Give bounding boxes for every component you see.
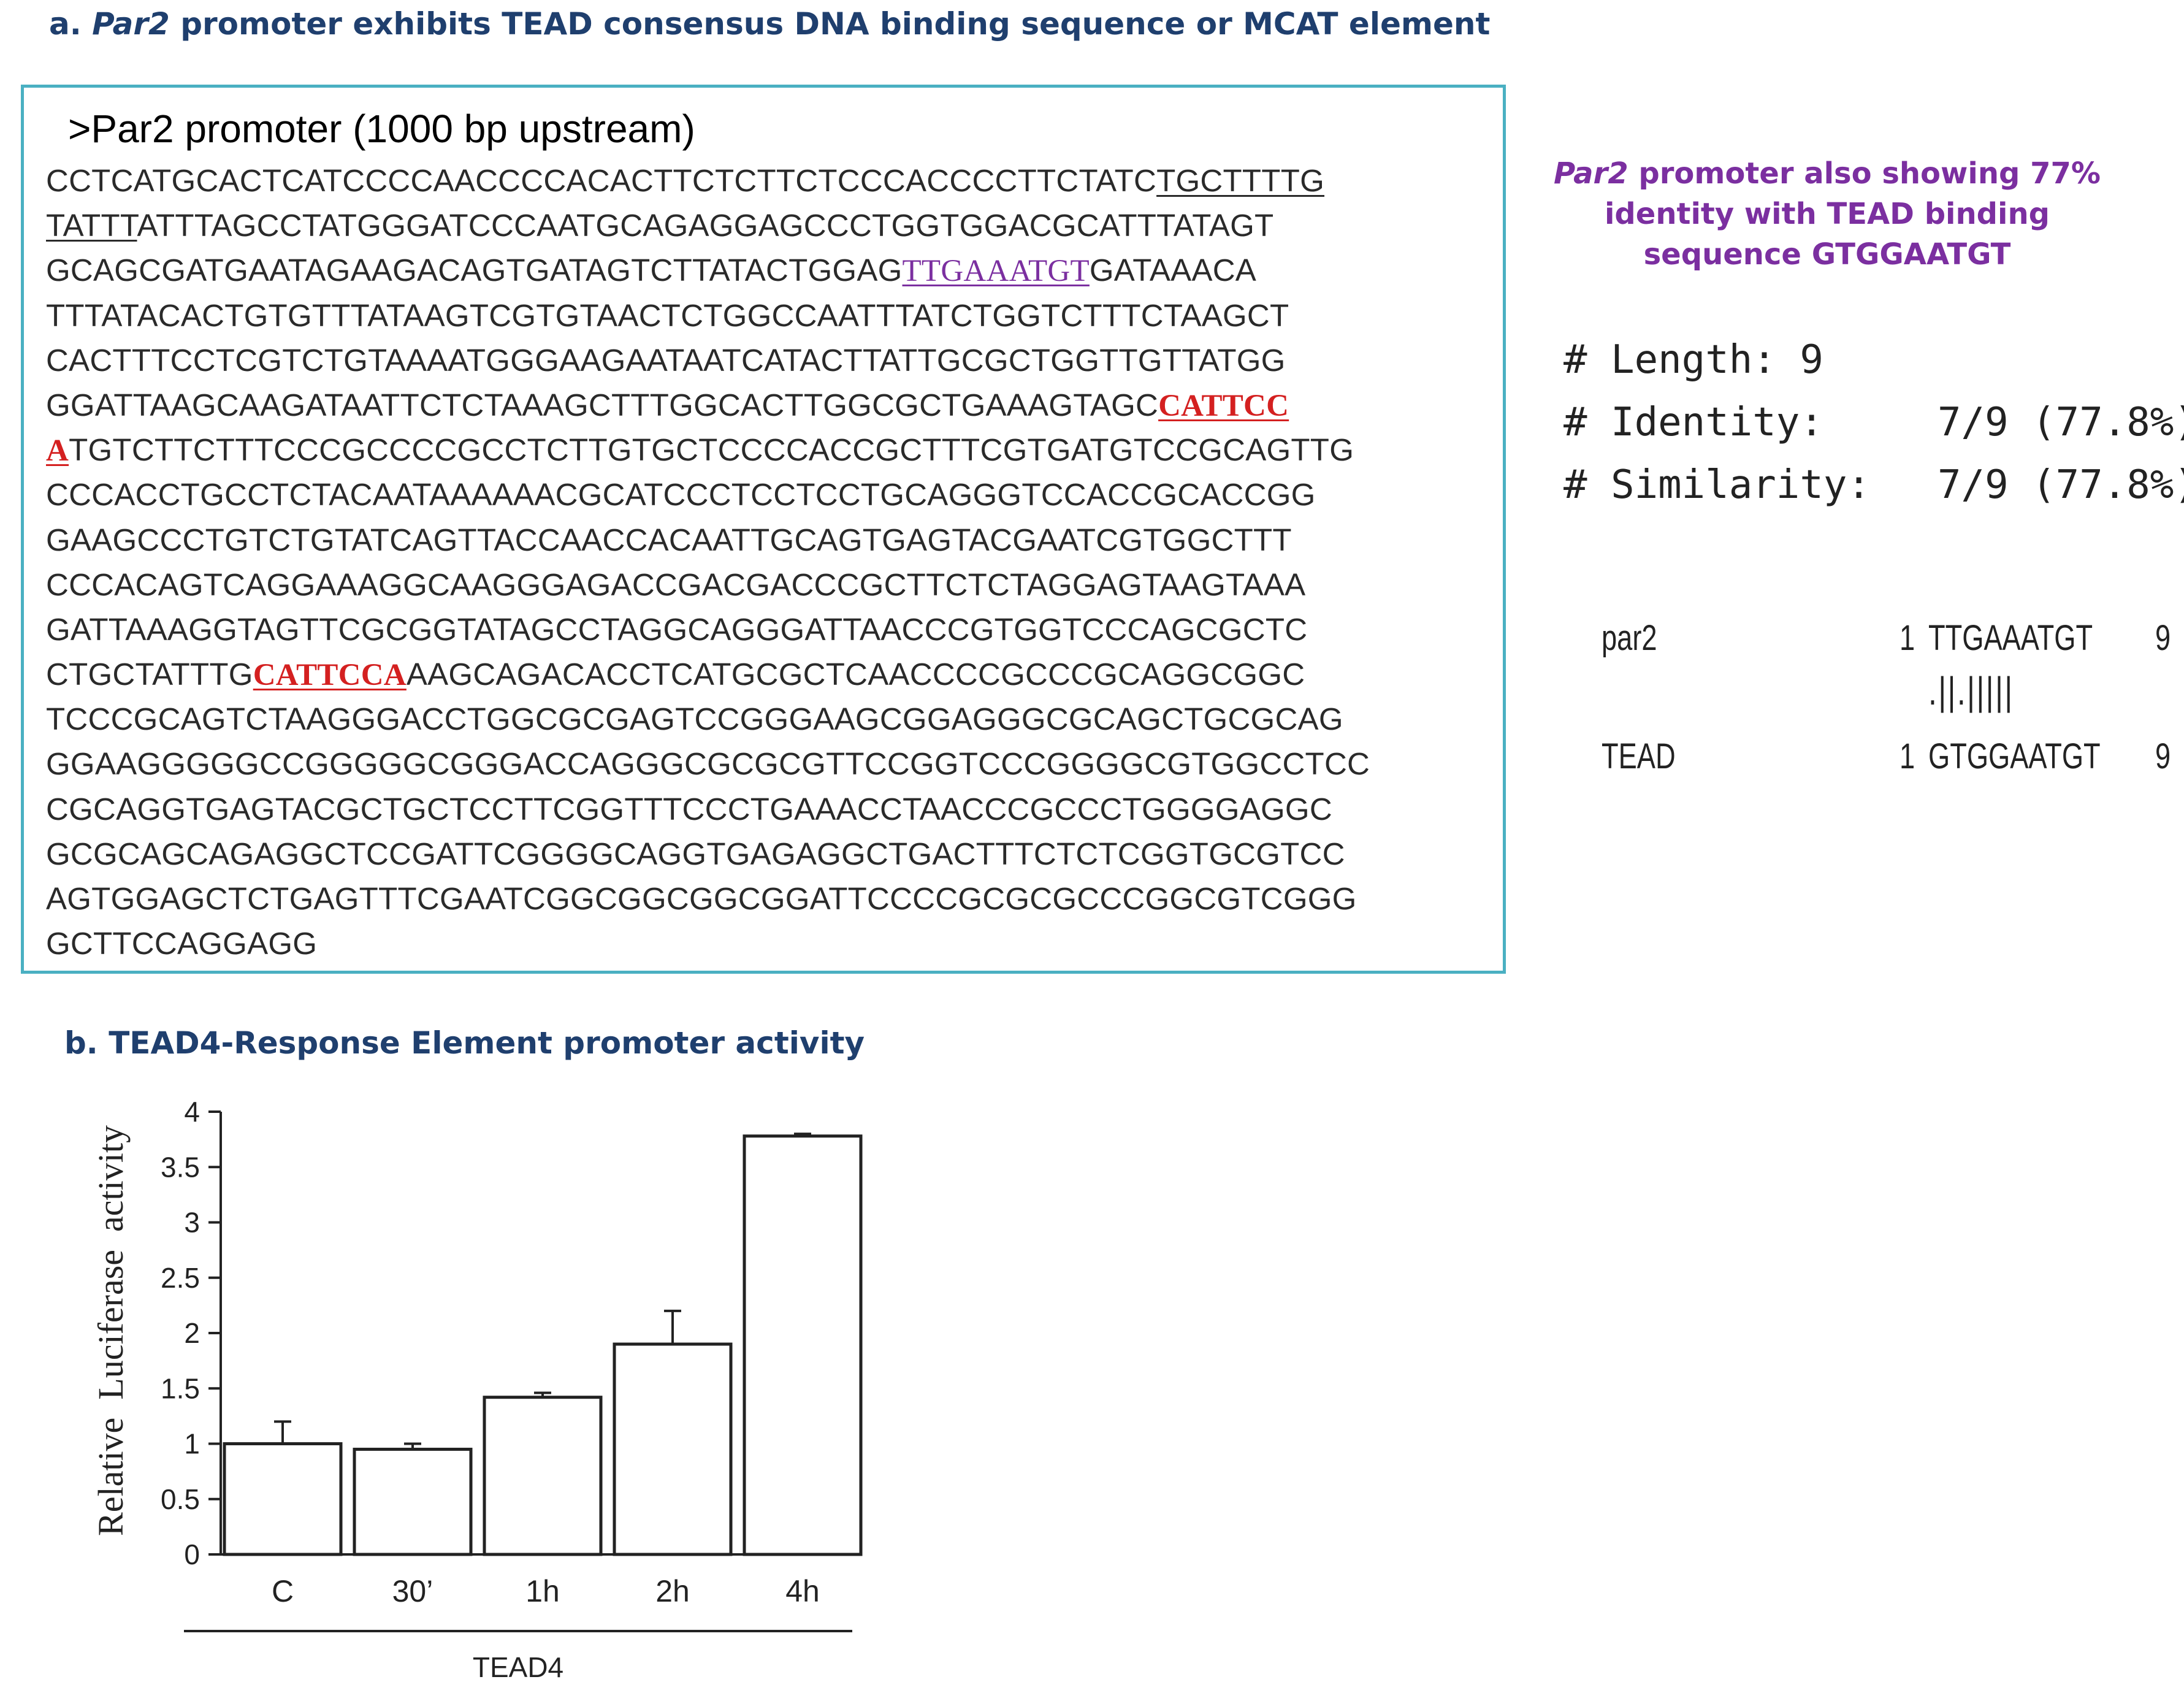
x-category-label: C [272, 1574, 294, 1608]
identity-note-line1: promoter also showing 77% [1638, 156, 2101, 191]
mcat-element: A [46, 434, 69, 468]
mcat-element: CATTCC [1158, 388, 1289, 423]
stat-identity-value: 7/9 (77.8%) [1938, 400, 2184, 445]
bar [613, 1342, 733, 1556]
y-tick-label: 2.5 [161, 1262, 200, 1294]
sequence-segment: TCCCGCAGTCTAAGGGACCTGGCGCGAGTCCGGGAAGCGG… [46, 701, 1343, 737]
bar [743, 1134, 863, 1556]
sequence-segment: CACTTTCCTCGTCTGTAAAATGGGAAGAATAATCATACTT… [46, 342, 1286, 378]
sequence-line: TCCCGCAGTCTAAGGGACCTGGCGCGAGTCCGGGAAGCGG… [46, 697, 1370, 741]
identity-note-line2: identity with TEAD binding [1604, 197, 2050, 231]
group-label: TEAD4 [473, 1651, 563, 1683]
align-match-line: .||.||||| [1928, 669, 2014, 713]
sequence-segment: GGAAGGGGGCCGGGGGCGGGACCAGGGCGCGCGTTCCGGT… [46, 746, 1370, 782]
promoter-sequence-box: >Par2 promoter (1000 bp upstream) CCTCAT… [21, 85, 1506, 974]
sequence-line: GCGCAGCAGAGGCTCCGATTCGGGGCAGGTGAGAGGCTGA… [46, 831, 1370, 876]
stat-similarity-value: 7/9 (77.8%) [1938, 462, 2184, 508]
bar [223, 1442, 343, 1556]
panel-b-heading: b. TEAD4-Response Element promoter activ… [64, 1025, 865, 1061]
sequence-segment: GGATTAAGCAAGATAATTCTCTAAAGCTTTGGCACTTGGC… [46, 387, 1159, 422]
underlined-sequence: TGCTTTTG [1156, 163, 1325, 198]
panel-a-heading: a. Par2 promoter exhibits TEAD consensus… [49, 6, 1490, 42]
sequence-segment: GCGCAGCAGAGGCTCCGATTCGGGGCAGGTGAGAGGCTGA… [46, 836, 1345, 871]
sequence-segment: GATAAACA [1089, 253, 1257, 288]
sequence-segment: CCCACAGTCAGGAAAGGCAAGGGAGACCGACGACCCGCTT… [46, 567, 1306, 602]
sequence-line: GATTAAAGGTAGTTCGCGGTATAGCCTAGGCAGGGATTAA… [46, 607, 1370, 652]
sequence-segment: CGCAGGTGAGTACGCTGCTCCTTCGGTTTCCCTGAAACCT… [46, 791, 1332, 827]
sequence-line: GAAGCCCTGTCTGTATCAGTTACCAACCACAATTGCAGTG… [46, 518, 1370, 562]
sequence-lines: CCTCATGCACTCATCCCCAACCCCACACTTCTCTTCTCCC… [46, 158, 1370, 966]
stat-similarity-label: # Similarity: [1564, 462, 1871, 508]
align-seq1-end: 9 [2155, 618, 2171, 658]
mcat-element: CATTCCA [253, 658, 407, 693]
underlined-sequence: TATTT [46, 208, 137, 243]
sequence-line: TATTTATTTAGCCTATGGGATCCCAATGCAGAGGAGCCCT… [46, 203, 1370, 248]
y-tick-label: 1 [184, 1428, 200, 1460]
sequence-segment: CTGCTATTTG [46, 657, 253, 692]
identity-note-gene: Par2 [1554, 156, 1628, 191]
sequence-header: >Par2 promoter (1000 bp upstream) [68, 107, 695, 151]
align-seq2-name: TEAD [1602, 736, 1676, 776]
sequence-line: CCCACCTGCCTCTACAATAAAAAACGCATCCCTCCTCCTG… [46, 472, 1370, 517]
align-seq2-end: 9 [2155, 736, 2171, 776]
x-category-label: 1h [525, 1574, 560, 1608]
x-category-label: 2h [655, 1574, 690, 1608]
sequence-segment: CCTCATGCACTCATCCCCAACCCCACACTTCTCTTCTCCC… [46, 163, 1157, 198]
sequence-line: CTGCTATTTGCATTCCAAAGCAGACACCTCATGCGCTCAA… [46, 652, 1370, 697]
y-tick-label: 0 [184, 1538, 200, 1570]
align-seq1-name: par2 [1602, 618, 1657, 658]
sequence-segment: GATTAAAGGTAGTTCGCGGTATAGCCTAGGCAGGGATTAA… [46, 611, 1308, 647]
align-seq2-start: 1 [1900, 736, 1915, 776]
y-tick-label: 2 [184, 1317, 200, 1349]
sequence-segment: AGTGGAGCTCTGAGTTTCGAATCGGCGGCGGCGGATTCCC… [46, 881, 1357, 916]
bar [353, 1448, 473, 1556]
sequence-segment: TGTCTTCTTTCCCGCCCCGCCTCTTGTGCTCCCCACCGCT… [69, 432, 1354, 468]
sequence-line: GCAGCGATGAATAGAAGACAGTGATAGTCTTATACTGGAG… [46, 248, 1370, 292]
stat-identity-label: # Identity: [1564, 400, 1823, 445]
identity-note: Par2 promoter also showing 77% identity … [1533, 153, 2121, 275]
sequence-line: CCTCATGCACTCATCCCCAACCCCACACTTCTCTTCTCCC… [46, 158, 1370, 203]
sequence-segment: GCAGCGATGAATAGAAGACAGTGATAGTCTTATACTGGAG [46, 253, 903, 288]
sequence-line: GGATTAAGCAAGATAATTCTCTAAAGCTTTGGCACTTGGC… [46, 383, 1370, 427]
align-seq2: GTGGAATGT [1928, 736, 2101, 776]
bar [483, 1396, 603, 1556]
y-tick-label: 4 [184, 1096, 200, 1128]
sequence-line: GCTTCCAGGAGG [46, 921, 1370, 966]
sequence-line: GGAAGGGGGCCGGGGGCGGGACCAGGGCGCGCGTTCCGGT… [46, 741, 1370, 786]
tead-binding-site: TTGAAATGT [902, 254, 1090, 289]
align-seq1: TTGAAATGT [1928, 618, 2093, 658]
identity-note-line3: sequence GTGGAATGT [1643, 237, 2011, 272]
sequence-line: CGCAGGTGAGTACGCTGCTCCTTCGGTTTCCCTGAAACCT… [46, 787, 1370, 831]
align-seq1-start: 1 [1900, 618, 1915, 658]
sequence-segment: GAAGCCCTGTCTGTATCAGTTACCAACCACAATTGCAGTG… [46, 522, 1292, 557]
sequence-segment: ATTTAGCCTATGGGATCCCAATGCAGAGGAGCCCTGGTGG… [137, 208, 1274, 243]
sequence-line: AGTGGAGCTCTGAGTTTCGAATCGGCGGCGGCGGATTCCC… [46, 876, 1370, 921]
panel-a-label: a. [49, 6, 82, 42]
y-axis-label: Relative Luciferase activity [91, 1125, 131, 1536]
y-tick-label: 1.5 [161, 1372, 200, 1404]
y-tick-label: 3 [184, 1207, 200, 1239]
sequence-line: CACTTTCCTCGTCTGTAAAATGGGAAGAATAATCATACTT… [46, 338, 1370, 383]
stat-length: # Length: 9 [1564, 337, 1823, 383]
sequence-segment: CCCACCTGCCTCTACAATAAAAAACGCATCCCTCCTCCTG… [46, 477, 1316, 513]
x-category-label: 4h [785, 1574, 820, 1608]
sequence-line: ATGTCTTCTTTCCCGCCCCGCCTCTTGTGCTCCCCACCGC… [46, 427, 1370, 472]
sequence-segment: AAGCAGACACCTCATGCGCTCAACCCCGCCCGCAGGCGGC [406, 657, 1305, 692]
panel-a-title: promoter exhibits TEAD consensus DNA bin… [180, 6, 1491, 42]
sequence-segment: TTTATACACTGTGTTTATAAGTCGTGTAACTCTGGCCAAT… [46, 297, 1289, 333]
y-tick-label: 0.5 [161, 1483, 200, 1515]
sequence-segment: GCTTCCAGGAGG [46, 926, 318, 961]
sequence-line: CCCACAGTCAGGAAAGGCAAGGGAGACCGACGACCCGCTT… [46, 562, 1370, 607]
x-category-label: 30’ [392, 1574, 433, 1608]
panel-a-gene: Par2 [92, 6, 170, 42]
sequence-line: TTTATACACTGTGTTTATAAGTCGTGTAACTCTGGCCAAT… [46, 293, 1370, 338]
y-tick-label: 3.5 [161, 1151, 200, 1183]
